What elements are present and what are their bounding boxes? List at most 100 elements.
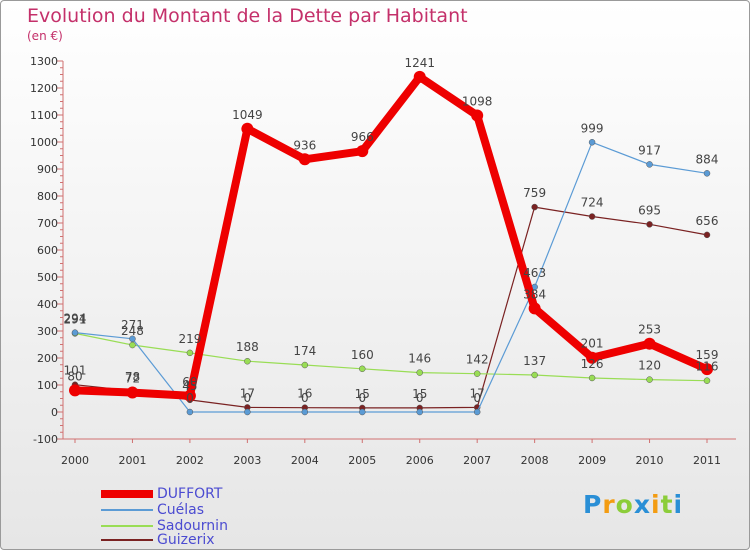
data-label-duffort: 966 — [351, 130, 374, 144]
legend-item-cuelas: Cuélas — [101, 503, 204, 517]
data-label-cuelas: 884 — [696, 152, 719, 166]
axes: -100010020030040050060070080090010001100… — [30, 55, 736, 467]
data-point-sadournin — [646, 376, 653, 383]
data-label-guizerix: 724 — [581, 196, 604, 210]
data-label-sadournin: 174 — [293, 344, 316, 358]
data-point-guizerix — [531, 203, 538, 211]
series-layer — [69, 70, 713, 416]
data-point-cuelas — [129, 335, 136, 343]
data-point-guizerix — [646, 221, 653, 228]
data-point-cuelas — [71, 329, 79, 336]
legend-swatch — [101, 509, 153, 511]
data-label-duffort: 1241 — [404, 56, 435, 70]
data-label-duffort: 1098 — [462, 95, 493, 109]
data-label-guizerix: 15 — [412, 387, 427, 401]
logo-letter: t — [660, 490, 674, 519]
data-label-sadournin: 126 — [581, 357, 604, 371]
x-tick-label: 2002 — [176, 454, 204, 467]
data-label-duffort: 253 — [638, 323, 661, 337]
y-tick-label: 1100 — [30, 109, 58, 122]
data-point-guizerix — [703, 231, 711, 239]
data-point-sadournin — [186, 349, 194, 357]
data-point-sadournin — [703, 377, 711, 384]
y-tick-label: 100 — [37, 379, 58, 392]
data-label-cuelas: 0 — [244, 391, 252, 405]
data-label-duffort: 1049 — [232, 108, 263, 122]
y-tick-label: 900 — [37, 163, 58, 176]
y-axis-unit-label: (en €) — [27, 29, 63, 43]
legend-swatch — [101, 539, 153, 541]
series-line-sadournin — [74, 332, 708, 382]
legend-swatch — [101, 490, 153, 498]
data-label-guizerix: 656 — [696, 214, 719, 228]
data-point-sadournin — [416, 369, 423, 376]
x-tick-label: 2010 — [636, 454, 664, 467]
data-point-cuelas — [646, 161, 653, 168]
data-label-guizerix: 15 — [355, 387, 370, 401]
legend-swatch — [101, 525, 153, 527]
logo-letter: r — [602, 490, 616, 519]
data-point-duffort — [126, 386, 139, 399]
data-label-guizerix: 17 — [240, 386, 255, 400]
series-line-cuelas — [74, 141, 708, 413]
x-tick-label: 2005 — [348, 454, 376, 467]
data-label-cuelas: 999 — [581, 121, 604, 135]
legend-item-guizerix: Guizerix — [101, 533, 215, 547]
x-tick-label: 2001 — [118, 454, 146, 467]
data-point-duffort — [413, 70, 426, 83]
data-label-cuelas: 463 — [523, 266, 546, 280]
data-point-sadournin — [531, 371, 538, 379]
data-point-sadournin — [301, 361, 309, 369]
data-label-sadournin: 291 — [64, 312, 87, 326]
data-point-duffort — [471, 109, 484, 122]
data-label-sadournin: 120 — [638, 359, 661, 373]
y-tick-label: 300 — [37, 325, 58, 338]
data-point-sadournin — [129, 341, 136, 349]
data-label-cuelas: 294 — [64, 312, 87, 326]
data-label-duffort: 159 — [696, 348, 719, 362]
data-label-sadournin: 160 — [351, 348, 374, 362]
x-tick-label: 2009 — [578, 454, 606, 467]
data-label-guizerix: 759 — [523, 186, 546, 200]
data-point-guizerix — [588, 213, 596, 220]
data-label-guizerix: 45 — [182, 379, 197, 393]
data-label-sadournin: 146 — [408, 352, 431, 366]
data-point-sadournin — [244, 357, 251, 365]
data-point-sadournin — [359, 365, 366, 373]
data-label-cuelas: 917 — [638, 143, 661, 157]
series-line-duffort — [71, 72, 711, 400]
x-tick-label: 2003 — [233, 454, 261, 467]
y-tick-label: 1200 — [30, 82, 58, 95]
y-tick-label: -100 — [33, 433, 58, 446]
series-line-guizerix — [74, 206, 708, 409]
x-tick-label: 2000 — [61, 454, 89, 467]
data-label-duffort: 80 — [67, 369, 82, 383]
logo-letter: P — [583, 490, 603, 519]
legend-item-sadournin: Sadournin — [101, 519, 228, 533]
data-point-cuelas — [588, 139, 596, 146]
data-point-sadournin — [588, 374, 596, 382]
x-tick-label: 2004 — [291, 454, 319, 467]
data-point-duffort — [298, 153, 311, 166]
data-label-sadournin: 188 — [236, 340, 259, 354]
data-label-cuelas: 0 — [186, 391, 194, 405]
data-label-sadournin: 248 — [121, 324, 144, 338]
y-tick-label: 800 — [37, 190, 58, 203]
x-tick-label: 2011 — [693, 454, 721, 467]
data-point-duffort — [183, 389, 196, 402]
data-label-sadournin: 219 — [178, 332, 201, 346]
data-label-sadournin: 142 — [466, 353, 489, 367]
data-point-duffort — [241, 122, 254, 135]
data-point-cuelas — [186, 408, 194, 416]
data-point-cuelas — [473, 408, 481, 416]
data-label-sadournin: 116 — [696, 360, 719, 374]
y-tick-label: 700 — [37, 217, 58, 230]
data-point-duffort — [701, 363, 713, 376]
logo-letter: x — [633, 490, 651, 519]
data-label-duffort: 201 — [581, 337, 604, 351]
logo-letter: i — [673, 490, 684, 519]
data-point-cuelas — [703, 170, 711, 177]
data-point-cuelas — [244, 408, 251, 416]
